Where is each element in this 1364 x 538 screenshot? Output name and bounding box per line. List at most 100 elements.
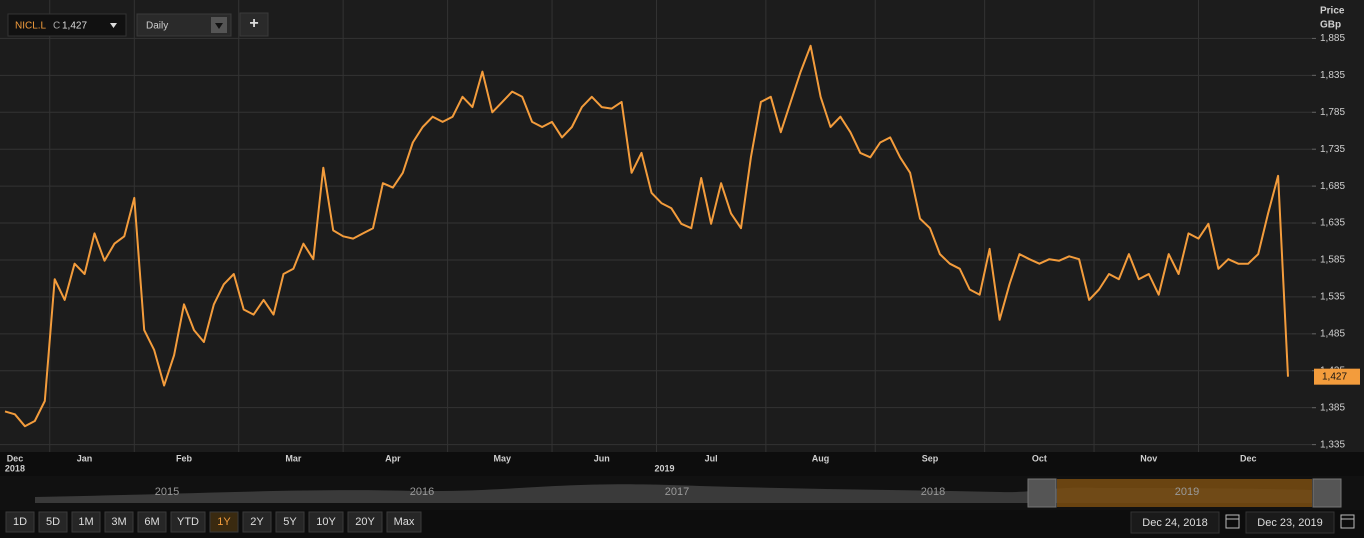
y-tick-label: 1,485 [1320, 328, 1345, 339]
calendar-icon [1340, 514, 1355, 529]
range-button-label: 5D [46, 516, 60, 528]
navigator-year: 2016 [410, 486, 434, 498]
range-button[interactable]: YTD [170, 511, 206, 533]
range-button-bg [5, 511, 35, 533]
range-button[interactable]: 10Y [308, 511, 344, 533]
close-prefix: C [53, 21, 60, 32]
range-button-label: YTD [177, 516, 199, 528]
date-box [1245, 511, 1335, 534]
x-tick-label: Apr [385, 453, 401, 463]
symbol: NICL.L [15, 21, 47, 32]
x-tick-label: Feb [176, 453, 193, 463]
start-date-text: Dec 24, 2018 [1142, 517, 1207, 529]
range-button-bg [347, 511, 383, 533]
end-date[interactable]: Dec 23, 2019 [1245, 511, 1335, 534]
range-button-label: Max [394, 516, 415, 528]
x-tick-label: Aug [812, 453, 830, 463]
range-button-bg [386, 511, 422, 533]
x-tick-label: Jun [594, 453, 610, 463]
range-button[interactable]: 1M [71, 511, 101, 533]
navigator-handle[interactable] [1312, 478, 1342, 508]
end-date-text: Dec 23, 2019 [1257, 517, 1322, 529]
x-tick-label: Jul [705, 453, 718, 463]
x-tick-label: Jan [77, 453, 93, 463]
add-bg [239, 12, 269, 37]
range-button-bg [308, 511, 344, 533]
last-price-badge [1314, 368, 1360, 385]
y-tick-label: 1,785 [1320, 107, 1345, 118]
range-button[interactable]: 6M [137, 511, 167, 533]
range-button-label: 10Y [316, 516, 336, 528]
y-tick-label: 1,735 [1320, 144, 1345, 155]
x-tick-label: May [494, 453, 512, 463]
symbol-box-bg [7, 13, 127, 37]
y-tick-label: 1,385 [1320, 402, 1345, 413]
range-button[interactable]: 1D [5, 511, 35, 533]
range-button[interactable]: 3M [104, 511, 134, 533]
y-tick-label: 1,335 [1320, 439, 1345, 450]
navigator-year: 2018 [921, 486, 945, 498]
x-tick-label: Sep [922, 453, 939, 463]
dropdown-arrow [215, 23, 223, 29]
range-button-bg [209, 511, 239, 533]
start-calendar[interactable] [1225, 514, 1240, 529]
range-button[interactable]: 2Y [242, 511, 272, 533]
interval-select[interactable]: Daily [136, 13, 232, 37]
y-tick-label: 1,885 [1320, 33, 1345, 44]
navigator-window[interactable] [1057, 479, 1312, 507]
range-button-bg [275, 511, 305, 533]
range-button-label: 6M [144, 516, 159, 528]
close-value: 1,427 [62, 21, 87, 32]
interval: Daily [146, 21, 168, 32]
range-button-bg [170, 511, 206, 533]
range-button[interactable]: 5D [38, 511, 68, 533]
range-button-label: 20Y [355, 516, 375, 528]
y-tick-label: 1,585 [1320, 255, 1345, 266]
start-date[interactable]: Dec 24, 2018 [1130, 511, 1220, 534]
range-buttons: 1D 5D 1M 3M 6M YTD 1Y 2Y 5Y 10Y 20Y Max [5, 511, 422, 533]
dropdown-arrow [110, 23, 117, 28]
range-button-bg [242, 511, 272, 533]
y-tick-label: 1,835 [1320, 70, 1345, 81]
range-button-label: 1Y [217, 516, 231, 528]
calendar-icon [1225, 514, 1240, 529]
range-button-bg [38, 511, 68, 533]
range-button[interactable]: 1Y [209, 511, 239, 533]
navigator-handle[interactable] [1027, 478, 1057, 508]
y-tick-label: 1,635 [1320, 218, 1345, 229]
end-calendar[interactable] [1340, 514, 1355, 529]
range-button-bg [71, 511, 101, 533]
range-button-label: 1M [78, 516, 93, 528]
navigator-silhouette [35, 484, 1312, 503]
range-button[interactable]: 20Y [347, 511, 383, 533]
symbol-box[interactable]: NICL.L C 1,427 [7, 13, 127, 37]
date-box [1130, 511, 1220, 534]
navigator-years: 2015 2016 2017 2018 2019 [155, 486, 1199, 498]
range-button-bg [137, 511, 167, 533]
x-tick-label: Mar [285, 453, 302, 463]
range-button[interactable]: 5Y [275, 511, 305, 533]
range-button[interactable]: Max [386, 511, 422, 533]
interval-bg [136, 13, 232, 37]
add-button[interactable]: + [239, 12, 269, 37]
last-price-label: 1,427 [1322, 371, 1347, 382]
x-year-label: 2018 [5, 463, 25, 473]
add-label: + [249, 15, 258, 32]
range-button-bg [104, 511, 134, 533]
range-button-label: 2Y [250, 516, 264, 528]
x-tick-label: Dec [7, 453, 24, 463]
x-tick-label: Nov [1140, 453, 1157, 463]
navigator-year: 2015 [155, 486, 179, 498]
x-tick-label: Dec [1240, 453, 1257, 463]
x-year-label: 2019 [654, 463, 674, 473]
plot [4, 44, 1289, 428]
range-button-label: 3M [111, 516, 126, 528]
axis-unit: GBp [1320, 20, 1341, 31]
y-tick-label: 1,535 [1320, 292, 1345, 303]
range-button-label: 1D [13, 516, 27, 528]
navigator-year: 2017 [665, 486, 689, 498]
x-tick-label: Oct [1032, 453, 1047, 463]
y-tick-label: 1,685 [1320, 181, 1345, 192]
